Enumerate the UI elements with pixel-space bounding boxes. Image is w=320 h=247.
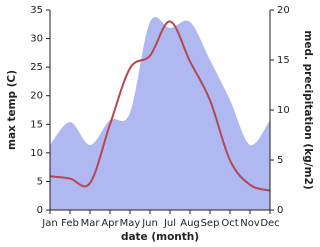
y-tick-label: 15	[30, 119, 43, 130]
y-tick-label: 30	[30, 34, 43, 45]
precipitation-area	[50, 16, 270, 210]
x-tick-label: Nov	[240, 218, 260, 229]
x-tick-label: Sep	[201, 218, 220, 229]
y2-tick-label: 10	[277, 105, 290, 116]
x-tick-label: Jul	[163, 218, 176, 229]
y-tick-label: 0	[37, 205, 43, 216]
x-tick-label: Jan	[41, 218, 57, 229]
x-tick-label: May	[120, 218, 141, 229]
x-tick-label: Aug	[180, 218, 200, 229]
y-tick-label: 25	[30, 62, 43, 73]
y-tick-label: 35	[30, 5, 43, 16]
x-tick-label: Dec	[260, 218, 279, 229]
y2-axis-title: med. precipitation (kg/m2)	[302, 30, 314, 189]
x-tick-label: Oct	[221, 218, 238, 229]
y2-tick-label: 15	[277, 55, 290, 66]
x-tick-label: Jun	[141, 218, 158, 229]
y-tick-label: 5	[37, 176, 43, 187]
y2-tick-label: 0	[277, 205, 283, 216]
y-tick-label: 20	[30, 91, 43, 102]
x-tick-label: Feb	[61, 218, 79, 229]
y2-tick-label: 20	[277, 5, 290, 16]
temperature-line	[49, 20, 271, 192]
y-axis-title: max temp (C)	[6, 70, 18, 150]
y2-tick-label: 5	[277, 155, 283, 166]
x-axis-title: date (month)	[121, 231, 199, 243]
x-tick-label: Mar	[81, 218, 101, 229]
x-tick-label: Apr	[101, 218, 119, 229]
y-tick-label: 10	[30, 148, 43, 159]
